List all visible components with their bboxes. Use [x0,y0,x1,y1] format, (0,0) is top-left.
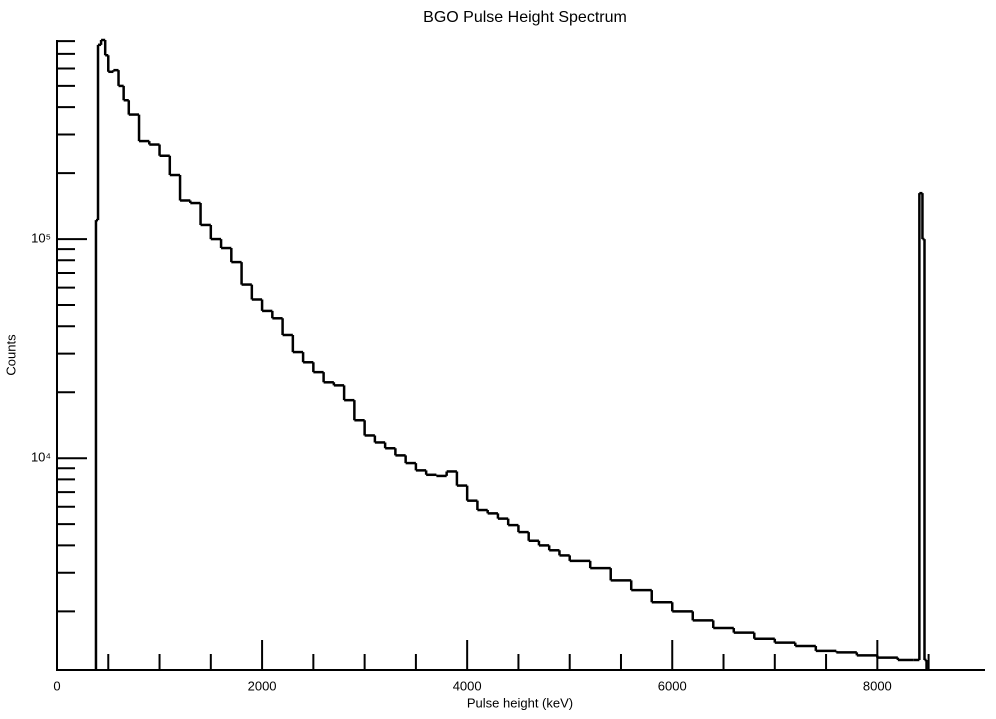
x-tick-label: 0 [53,678,60,693]
x-tick-label: 4000 [453,678,482,693]
x-tick-label: 6000 [658,678,687,693]
x-tick-label: 2000 [248,678,277,693]
step-risers [94,40,928,670]
x-axis-label: Pulse height (keV) [467,695,573,710]
y-tick-label: 10⁵ [31,231,51,246]
y-tick-label: 10⁴ [31,450,51,465]
chart-title: BGO Pulse Height Spectrum [423,9,627,26]
y-axis-label: Counts [3,334,18,376]
x-tick-label: 8000 [863,678,892,693]
